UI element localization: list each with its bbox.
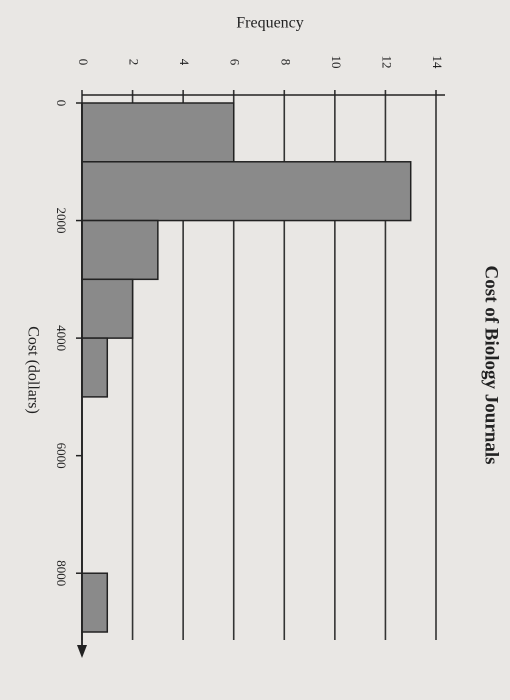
x-tick-label: 8000 (54, 560, 69, 586)
bar (81, 572, 109, 633)
bar (81, 102, 235, 163)
y-tick-label: 6 (228, 59, 243, 66)
x-tick-label: 6000 (54, 443, 69, 469)
y-tick-label: 12 (379, 56, 394, 69)
x-tick-label: 0 (54, 100, 69, 107)
bar (81, 278, 134, 339)
axis-arrow (77, 645, 87, 658)
y-tick-label: 0 (76, 59, 91, 66)
x-tick-label: 4000 (54, 325, 69, 351)
y-axis-title: Frequency (236, 15, 304, 32)
y-tick-label: 2 (127, 59, 142, 66)
y-tick-label: 8 (278, 59, 293, 66)
x-tick-label: 2000 (54, 208, 69, 234)
y-tick-label: 10 (329, 56, 344, 69)
y-tick-label: 4 (177, 59, 192, 66)
x-axis-title: Cost (dollars) (24, 326, 41, 414)
bar (81, 337, 109, 398)
chart-title: Cost of Biology Journals (481, 266, 502, 465)
y-tick-label: 14 (430, 56, 445, 70)
bar (81, 161, 412, 222)
bar (81, 219, 159, 281)
